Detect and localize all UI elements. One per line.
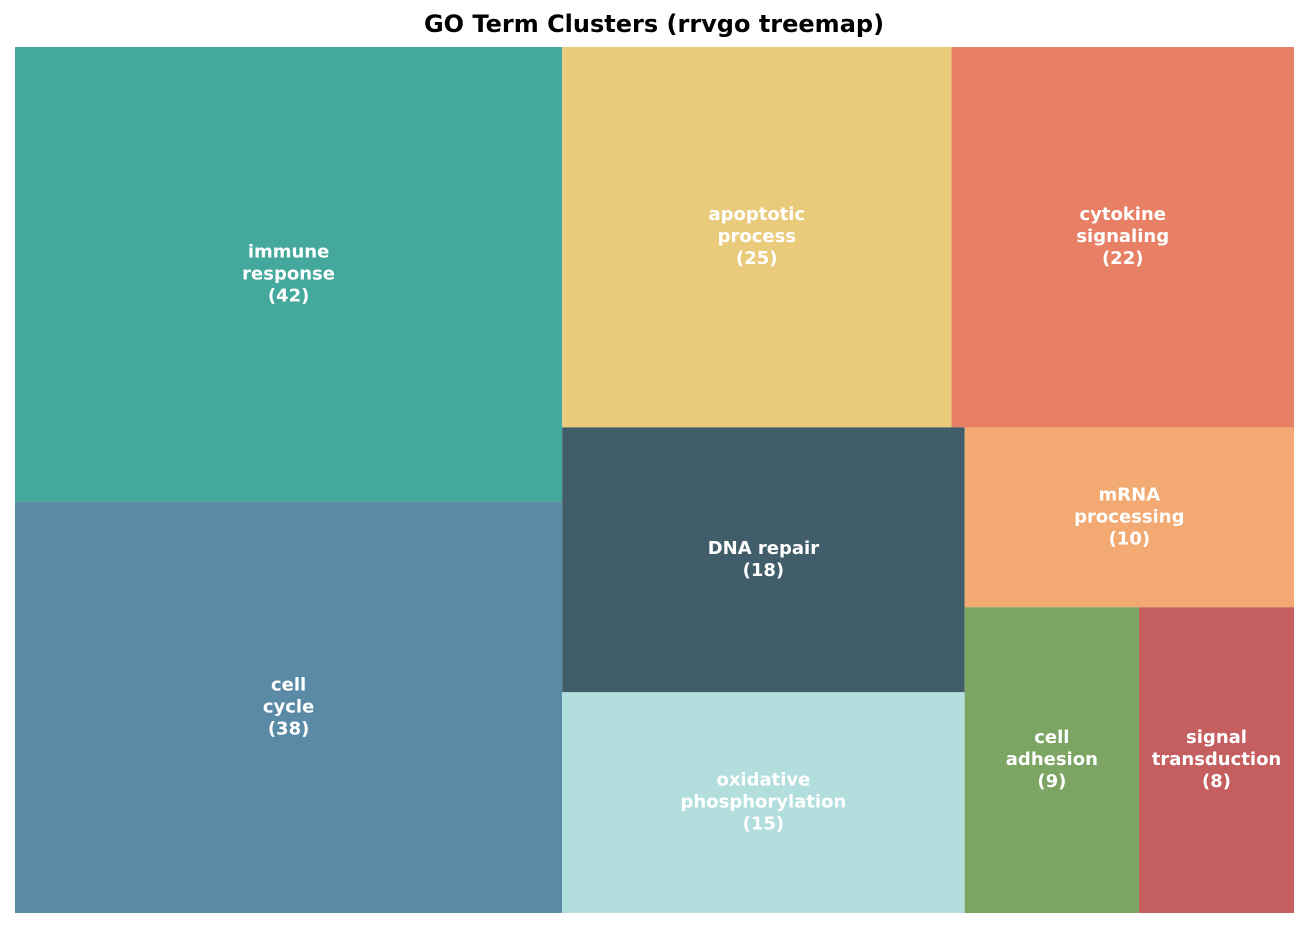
tile-label-line: adhesion	[1006, 749, 1098, 770]
tile-label-line: phosphorylation	[681, 792, 847, 813]
tile-label-line: cycle	[263, 696, 314, 717]
tile-signal-transduction	[1139, 607, 1294, 913]
tile-cytokine-signaling	[951, 47, 1294, 428]
tile-apoptotic-process	[562, 47, 952, 428]
tile-label-line: processing	[1074, 506, 1184, 527]
tile-label-line: oxidative	[716, 770, 810, 791]
tile-label-line: (22)	[1102, 248, 1144, 269]
tile-label-line: transduction	[1152, 749, 1281, 770]
tile-label-line: (8)	[1202, 771, 1231, 792]
tile-label-line: (25)	[736, 248, 778, 269]
tile-label-signal-transduction: signal transduction (8)	[1152, 727, 1281, 792]
tile-label-line: cell	[271, 674, 306, 695]
tile-label-immune-response: immune response (42)	[242, 241, 335, 306]
tile-dna-repair	[562, 427, 965, 693]
tile-label-line: (18)	[743, 560, 785, 581]
tile-label-line: response	[242, 263, 335, 284]
tile-label-line: signal	[1186, 727, 1247, 748]
tile-label-line: apoptotic	[708, 204, 805, 225]
tile-cell-cycle	[15, 501, 563, 913]
tile-label-line: cytokine	[1079, 204, 1166, 225]
chart-title: GO Term Clusters (rrvgo treemap)	[423, 10, 885, 38]
tile-label-cytokine-signaling: cytokine signaling (22)	[1076, 204, 1169, 269]
tile-label-line: cell	[1034, 727, 1069, 748]
tile-label-line: (10)	[1109, 528, 1151, 549]
tile-cell-adhesion	[964, 607, 1140, 913]
tile-label-line: (9)	[1037, 771, 1066, 792]
tile-label-line: immune	[248, 241, 330, 262]
tile-label-line: DNA repair	[708, 538, 819, 559]
tile-mrna-processing	[964, 427, 1294, 608]
tile-label-mrna-processing: mRNA processing (10)	[1074, 484, 1184, 549]
tile-label-dna-repair: DNA repair (18)	[708, 538, 819, 581]
tile-label-apoptotic-process: apoptotic process (25)	[708, 204, 805, 269]
tile-label-cell-cycle: cell cycle (38)	[263, 674, 314, 739]
tile-label-line: (15)	[743, 814, 785, 835]
tile-label-line: mRNA	[1099, 484, 1161, 505]
tile-label-cell-adhesion: cell adhesion (9)	[1006, 727, 1098, 792]
tile-label-line: process	[718, 226, 796, 247]
tile-label-line: signaling	[1076, 226, 1169, 247]
tile-immune-response	[15, 47, 563, 502]
tile-label-line: (38)	[268, 718, 310, 739]
tile-oxidative-phosphorylation	[562, 692, 965, 913]
tile-label-line: (42)	[268, 285, 310, 306]
tile-label-oxidative-phosphorylation: oxidative phosphorylation (15)	[681, 770, 847, 835]
